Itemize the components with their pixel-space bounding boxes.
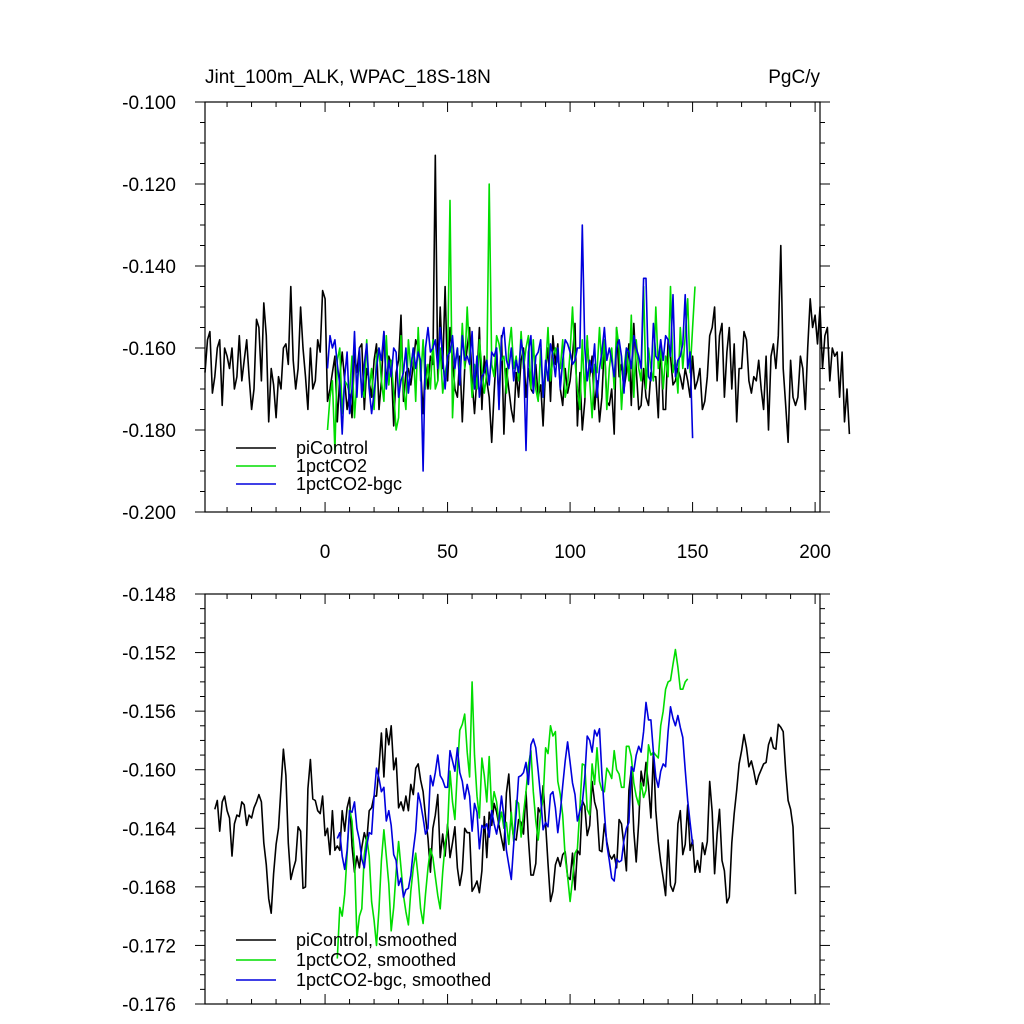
bottom-y-tick-label: -0.152 [122,644,176,665]
top-series-line-1pctco2 [326,183,696,452]
top-y-tick-labels: -0.200 -0.180 -0.160 -0.140 -0.120 -0.100 [122,93,176,524]
bottom-series-line-1pctco2-bgc-smoothed [336,701,694,898]
bottom-y-tick-label: -0.156 [122,702,176,723]
top-series-layer [204,154,851,472]
top-legend-label-picontrol: piControl [296,438,368,458]
bottom-series-line-1pctco2-smoothed [336,648,689,959]
bottom-series-layer [214,648,797,959]
bottom-legend-label-1pctco2-smoothed: 1pctCO2, smoothed [296,950,456,970]
bottom-y-tick-label: -0.160 [122,761,176,782]
top-y-tick-label: -0.100 [122,93,176,114]
top-y-tick-label: -0.120 [122,175,176,196]
top-x-tick-label: 100 [554,542,586,563]
bottom-legend-label-picontrol-smoothed: piControl, smoothed [296,930,457,950]
top-y-tick-label: -0.160 [122,339,176,360]
top-series-line-1pctco2-bgc [326,224,694,472]
bottom-y-tick-label: -0.164 [122,819,176,840]
units-label: PgC/y [768,67,820,88]
top-x-tick-label: 0 [320,542,331,563]
top-legend-label-1pctco2-bgc: 1pctCO2-bgc [296,474,402,494]
bottom-ticks [195,593,830,1005]
top-x-tick-label: 200 [799,542,831,563]
bottom-y-tick-label: -0.168 [122,878,176,899]
top-x-tick-labels: 0 50 100 150 200 [320,542,831,563]
top-y-tick-label: -0.180 [122,421,176,442]
bottom-y-tick-label: -0.148 [122,585,176,606]
bottom-legend-label-1pctco2-bgc-smoothed: 1pctCO2-bgc, smoothed [296,970,491,990]
bottom-series-line-picontrol-smoothed [214,723,797,915]
top-x-tick-label: 50 [437,542,458,563]
top-panel: -0.200 -0.180 -0.160 -0.140 -0.120 -0.100 0 50… [122,93,851,563]
bottom-y-tick-label: -0.172 [122,936,176,957]
bottom-y-tick-labels: -0.176 -0.172 -0.168 -0.164 -0.160 -0.156 -0.1… [122,585,176,1016]
bottom-panel: -0.176 -0.172 -0.168 -0.164 -0.160 -0.156 -0.1… [122,585,830,1016]
top-legend-label-1pctco2: 1pctCO2 [296,456,367,476]
top-y-tick-label: -0.200 [122,503,176,524]
top-ticks [195,101,830,513]
top-x-tick-label: 150 [677,542,709,563]
chart-title: Jint_100m_ALK, WPAC_18S-18N [205,67,491,88]
bottom-y-tick-label: -0.176 [122,995,176,1016]
top-y-tick-label: -0.140 [122,257,176,278]
